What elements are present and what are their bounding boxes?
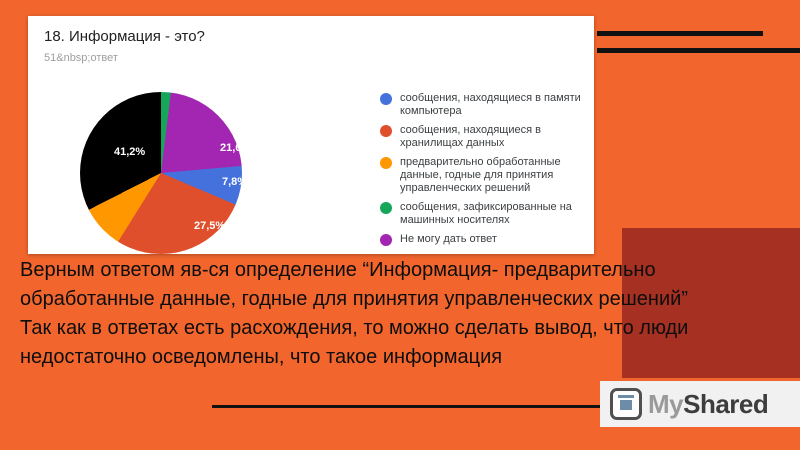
legend-color-dot-red [380, 125, 392, 137]
projector-screen-icon [610, 388, 642, 420]
legend-item: Не могу дать ответ [380, 233, 582, 246]
legend-color-dot-purple [380, 234, 392, 246]
legend-color-dot-orange [380, 157, 392, 169]
answer-text: Верным ответом яв-ся определение “Информ… [20, 256, 720, 372]
pie-chart [80, 92, 242, 254]
legend-item: сообщения, находящиеся в памяти компьюте… [380, 92, 582, 118]
answer-text-line: недостаточно осведомлены, что такое инфо… [20, 346, 503, 368]
answer-text-line: Так как в ответах есть расхождения, то м… [20, 317, 689, 339]
myshared-logo[interactable]: My Shared [600, 381, 800, 427]
logo-text-shared: Shared [683, 388, 769, 419]
chart-legend: сообщения, находящиеся в памяти компьюте… [380, 92, 582, 252]
legend-item: сообщения, находящиеся в хранилищах данн… [380, 124, 582, 150]
pie-slice-label-blue: 7,8% [222, 176, 248, 188]
legend-item: предварительно обработанные данные, годн… [380, 156, 582, 195]
legend-label: Не могу дать ответ [400, 233, 497, 245]
top-decor-bar-2 [597, 48, 800, 53]
bottom-divider-line [212, 405, 622, 408]
answer-text-line: Верным ответом яв-ся определение “Информ… [20, 259, 656, 281]
chart-responses-count: 51&nbsp;ответ [44, 52, 118, 64]
pie-slice-label-purple: 21,6% [220, 142, 252, 154]
legend-color-dot-blue [380, 93, 392, 105]
legend-color-dot-green [380, 202, 392, 214]
pie-slice-label-black: 41,2% [114, 146, 146, 158]
legend-item: сообщения, зафиксированные на машинных н… [380, 201, 582, 227]
pie-slice-label-red: 27,5% [194, 220, 226, 232]
legend-label: сообщения, зафиксированные на машинных н… [400, 201, 572, 226]
legend-label: сообщения, находящиеся в памяти компьюте… [400, 92, 581, 117]
legend-label: сообщения, находящиеся в хранилищах данн… [400, 124, 541, 149]
top-decor-bar-1 [597, 31, 763, 36]
legend-label: предварительно обработанные данные, годн… [400, 156, 561, 194]
accent-rectangle [622, 228, 800, 378]
chart-card: 18. Информация - это? 51&nbsp;ответ 41,2… [28, 16, 594, 254]
logo-text-my: My [648, 388, 684, 419]
answer-text-line: обработанные данные, годные для принятия… [20, 288, 688, 310]
chart-title: 18. Информация - это? [44, 28, 205, 45]
